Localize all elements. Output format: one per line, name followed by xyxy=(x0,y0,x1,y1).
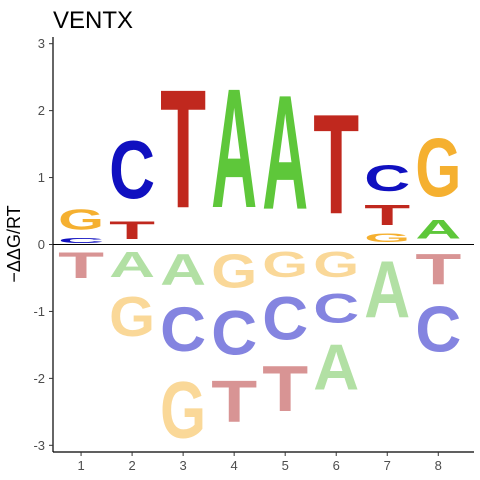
glyph-A-pos7-neg: A xyxy=(364,245,410,335)
glyph-G-pos2-neg: G xyxy=(109,286,155,349)
glyph-G-pos4-neg: G xyxy=(211,245,257,298)
glyph-A-pos3-neg: A xyxy=(160,244,206,295)
glyph-C-pos8-neg: C xyxy=(415,293,461,366)
glyph-T-pos8-neg: T xyxy=(415,245,461,294)
y-tick-label: -3 xyxy=(33,438,45,453)
glyph-T-pos5-neg: T xyxy=(262,353,308,425)
axis-layer: -3 -2 -1 0 1 2 3 1 2 3 4 5 6 7 8 xyxy=(33,36,474,473)
glyph-A-pos8-pos: A xyxy=(415,215,461,245)
glyph-C-pos7-pos: C xyxy=(364,158,410,199)
y-tick-label: 3 xyxy=(38,36,45,51)
glyph-C-pos3-neg: C xyxy=(160,296,206,366)
glyph-G-pos7-pos: G xyxy=(364,231,410,244)
glyph-G-pos5-neg: G xyxy=(262,245,308,285)
glyph-A-pos4-pos: A xyxy=(211,55,257,244)
glyph-T-pos3-pos: T xyxy=(160,55,206,244)
glyph-G-pos8-pos: G xyxy=(415,121,461,215)
y-tick-label: -1 xyxy=(33,304,45,319)
y-tick-label: -2 xyxy=(33,371,45,386)
x-tick-label: 6 xyxy=(333,458,340,473)
glyph-G-pos3-neg: G xyxy=(160,365,206,455)
chart-title: VENTX xyxy=(53,7,133,34)
x-tick-label: 3 xyxy=(180,458,187,473)
glyph-T-pos6-pos: T xyxy=(313,86,359,245)
x-tick-label: 5 xyxy=(282,458,289,473)
glyph-T-pos4-neg: T xyxy=(211,369,257,435)
x-tick-label: 8 xyxy=(435,458,442,473)
y-tick-label: 0 xyxy=(38,237,45,252)
y-tick-label: 2 xyxy=(38,103,45,118)
glyph-A-pos2-neg: A xyxy=(109,244,155,284)
glyph-T-pos1-neg: T xyxy=(58,244,104,286)
glyph-A-pos5-pos: A xyxy=(262,62,308,244)
glyph-A-pos6-neg: A xyxy=(313,331,359,404)
y-tick-label: 1 xyxy=(38,170,45,185)
glyph-T-pos7-pos: T xyxy=(364,199,410,231)
x-tick-label: 7 xyxy=(384,458,391,473)
x-tick-label: 2 xyxy=(128,458,135,473)
glyph-C-pos2-pos: C xyxy=(109,123,155,216)
glyph-T-pos2-pos: T xyxy=(109,216,155,244)
x-tick-label: 1 xyxy=(77,458,84,473)
glyph-G-pos1-pos: G xyxy=(58,204,104,236)
x-tick-label: 4 xyxy=(231,458,238,473)
glyph-C-pos5-neg: C xyxy=(262,286,308,354)
glyph-C-pos4-neg: C xyxy=(211,299,257,369)
glyph-C-pos6-neg: C xyxy=(313,285,359,332)
glyph-G-pos6-neg: G xyxy=(313,245,359,285)
glyph-C-pos1-pos: C xyxy=(58,236,104,245)
y-axis-title: −ΔΔG/RT xyxy=(4,205,24,282)
